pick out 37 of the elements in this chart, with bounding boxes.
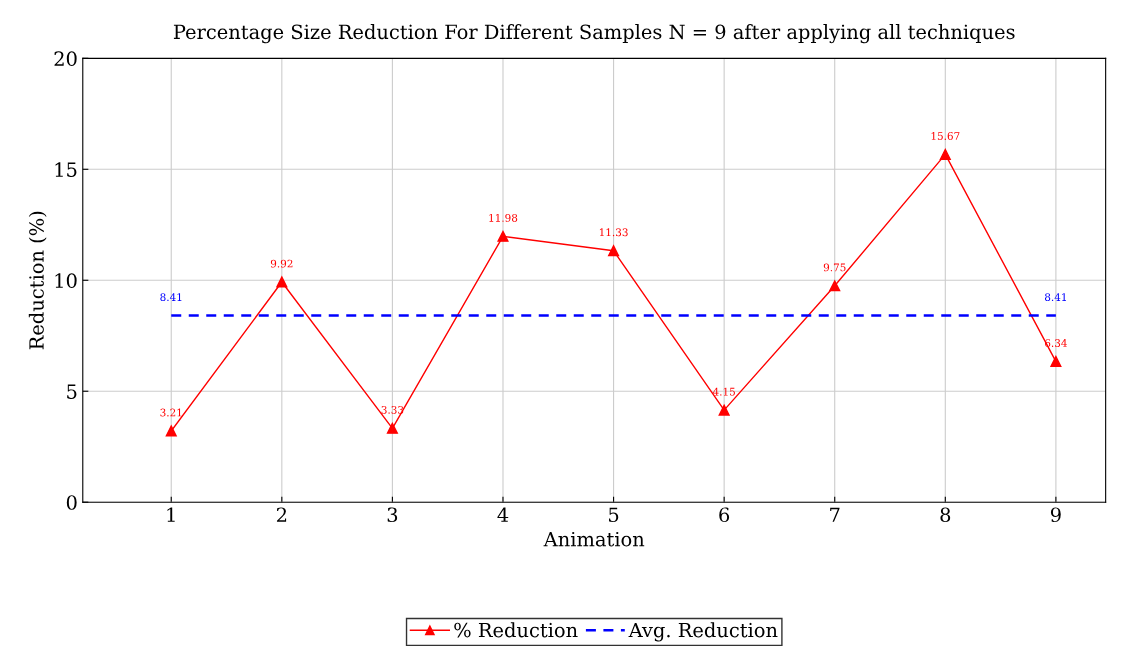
x-axis-title: Animation bbox=[543, 531, 645, 547]
point bbox=[386, 422, 398, 434]
data-label: 8.41 bbox=[1044, 293, 1067, 302]
point bbox=[829, 280, 841, 292]
legend-label: Avg. Reduction bbox=[628, 622, 778, 642]
y-tick-label: 20 bbox=[54, 51, 77, 66]
x-tick-label: 4 bbox=[497, 507, 509, 522]
y-tick-label: 10 bbox=[55, 273, 77, 288]
x-tick-label: 8 bbox=[940, 507, 951, 523]
point bbox=[939, 148, 951, 160]
x-tick-label: 2 bbox=[276, 507, 287, 522]
point bbox=[165, 425, 177, 437]
data-label: 11.98 bbox=[489, 213, 518, 222]
x-tick-label: 7 bbox=[830, 507, 840, 522]
data-label: 3.21 bbox=[160, 408, 182, 417]
data-label: 9.92 bbox=[270, 259, 293, 268]
point bbox=[497, 230, 509, 242]
y-tick-label: 5 bbox=[67, 384, 77, 399]
data-label: 4.15 bbox=[712, 387, 735, 396]
data-label: 11.33 bbox=[599, 228, 628, 237]
x-tick-label: 6 bbox=[719, 507, 730, 523]
point bbox=[1050, 355, 1062, 368]
x-tick-label: 1 bbox=[167, 507, 175, 522]
chart-title: Percentage Size Reduction For Different Samples N = 9 after applying all techniques bbox=[173, 24, 1015, 44]
y-tick-label: 0 bbox=[66, 495, 77, 510]
x-tick-label: 9 bbox=[1050, 507, 1061, 523]
data-label: 9.75 bbox=[823, 263, 846, 272]
point bbox=[276, 276, 288, 288]
point bbox=[608, 245, 620, 257]
x-tick-label: 3 bbox=[387, 507, 398, 523]
x-tick-label: 5 bbox=[609, 507, 619, 523]
point bbox=[718, 404, 730, 416]
data-label: 8.41 bbox=[160, 293, 182, 302]
legend-label: % Reduction bbox=[454, 622, 578, 638]
y-axis-title: Reduction (%) bbox=[28, 211, 47, 350]
data-label: 15.67 bbox=[931, 132, 960, 140]
y-tick-label: 15 bbox=[55, 162, 77, 177]
